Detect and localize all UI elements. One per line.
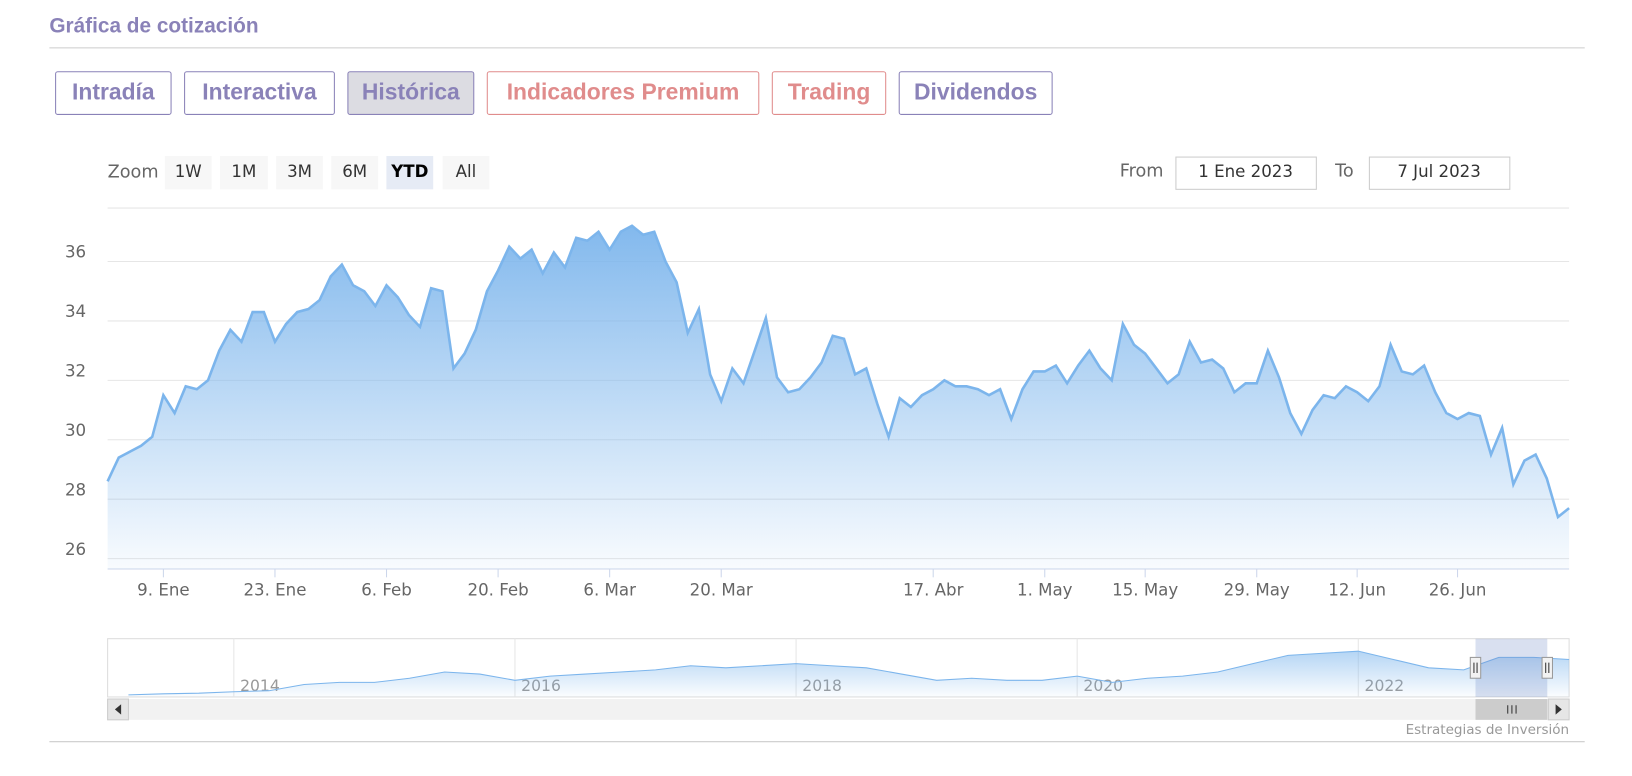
zoom-button-label[interactable]: 6M bbox=[342, 162, 367, 181]
x-tick-label: 6. Mar bbox=[583, 580, 636, 599]
x-tick-label: 20. Feb bbox=[468, 580, 529, 599]
scrollbar-track[interactable] bbox=[107, 699, 1570, 720]
x-tick-label: 29. May bbox=[1224, 580, 1290, 599]
zoom-button-label[interactable]: All bbox=[456, 162, 477, 181]
tab[interactable] bbox=[486, 71, 760, 115]
from-date[interactable]: 1 Ene 2023 bbox=[1198, 162, 1293, 181]
scroll-right-arrow bbox=[1555, 704, 1562, 715]
tab-label[interactable]: Histórica bbox=[362, 79, 460, 105]
tab[interactable] bbox=[347, 71, 475, 115]
tab-label[interactable]: Interactiva bbox=[202, 79, 317, 105]
x-tick-label: 12. Jun bbox=[1328, 580, 1386, 599]
price-line bbox=[106, 224, 1570, 520]
tab-label[interactable]: Dividendos bbox=[914, 79, 1037, 105]
x-tick-label: 9. Ene bbox=[137, 580, 189, 599]
price-area bbox=[107, 225, 1570, 569]
zoom-button-label[interactable]: 3M bbox=[287, 162, 312, 181]
to-date[interactable]: 7 Jul 2023 bbox=[1397, 162, 1481, 181]
navigator-area bbox=[128, 651, 1570, 697]
to-label: To bbox=[1334, 162, 1354, 182]
tab[interactable] bbox=[55, 71, 172, 115]
tab-label[interactable]: Indicadores Premium bbox=[507, 79, 740, 105]
y-tick-label: 36 bbox=[65, 243, 86, 262]
tab-label[interactable]: Trading bbox=[788, 79, 871, 105]
x-tick-label: 20. Mar bbox=[690, 580, 753, 599]
x-tick-label: 26. Jun bbox=[1429, 580, 1487, 599]
x-tick-label: 1. May bbox=[1017, 580, 1073, 599]
scrollbar-thumb[interactable] bbox=[1475, 699, 1548, 720]
tab[interactable] bbox=[898, 71, 1053, 115]
to-input[interactable] bbox=[1368, 156, 1511, 190]
zoom-button[interactable] bbox=[442, 156, 490, 190]
credit: Estrategias de Inversión bbox=[1406, 722, 1570, 738]
zoom-button[interactable] bbox=[386, 156, 434, 190]
thumb-grip bbox=[1507, 705, 1517, 714]
navigator-line bbox=[128, 650, 1570, 696]
zoom-button[interactable] bbox=[276, 156, 323, 190]
zoom-button-label[interactable]: 1W bbox=[175, 162, 202, 181]
y-tick-label: 34 bbox=[65, 302, 86, 321]
y-tick-label: 28 bbox=[65, 480, 86, 499]
y-tick-label: 32 bbox=[65, 362, 86, 381]
navigator-selection bbox=[1475, 638, 1548, 697]
x-tick-label: 23. Ene bbox=[243, 580, 306, 599]
handle-grip bbox=[1545, 662, 1550, 674]
zoom-button[interactable] bbox=[331, 156, 379, 190]
x-tick-label: 15. May bbox=[1112, 580, 1178, 599]
x-tick-label: 17. Abr bbox=[903, 580, 964, 599]
from-input[interactable] bbox=[1175, 156, 1317, 190]
tab[interactable] bbox=[184, 71, 335, 115]
y-tick-label: 30 bbox=[65, 421, 86, 440]
y-tick-label: 26 bbox=[65, 540, 86, 559]
x-tick-label: 6. Feb bbox=[361, 580, 412, 599]
tab-label[interactable]: Intradía bbox=[72, 79, 155, 105]
scroll-left-arrow bbox=[114, 704, 122, 715]
handle-grip bbox=[1473, 662, 1478, 674]
from-label: From bbox=[1120, 162, 1164, 182]
navigator-handle[interactable] bbox=[1541, 656, 1553, 679]
zoom-button-label[interactable]: YTD bbox=[390, 162, 428, 181]
zoom-button[interactable] bbox=[219, 156, 268, 190]
zoom-label: Zoom bbox=[108, 163, 159, 183]
tab[interactable] bbox=[771, 71, 887, 115]
zoom-button[interactable] bbox=[164, 156, 212, 190]
zoom-button-label[interactable]: 1M bbox=[231, 162, 256, 181]
navigator-handle[interactable] bbox=[1469, 656, 1482, 679]
section-title: Gráfica de cotización bbox=[49, 15, 258, 38]
